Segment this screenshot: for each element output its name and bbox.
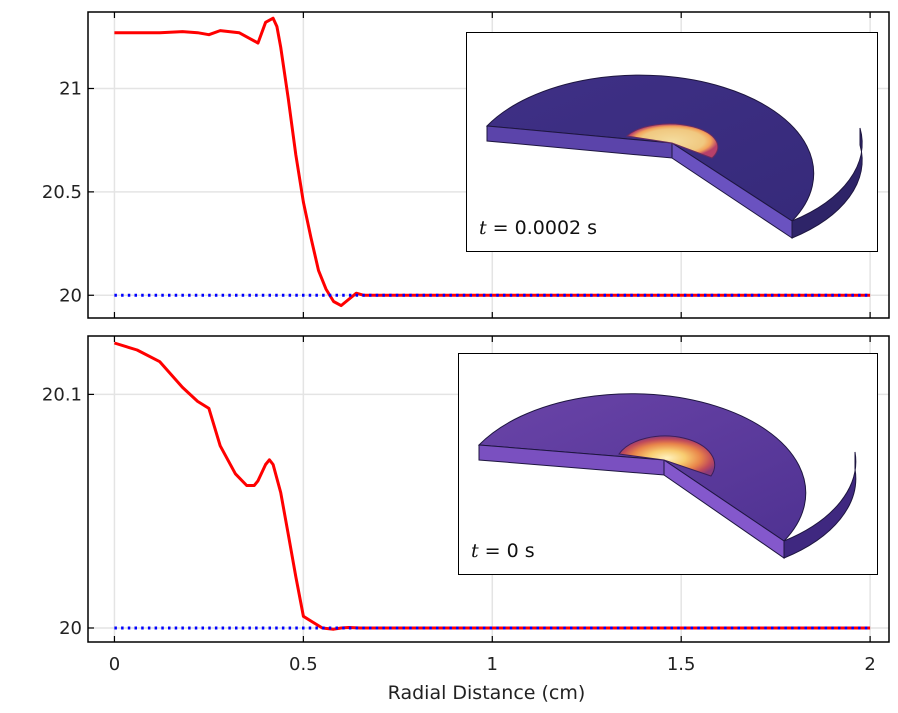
y-tick-label: 20.1 — [42, 384, 82, 405]
x-tick-label: 0 — [109, 654, 120, 675]
x-tick-label: 1 — [487, 654, 498, 675]
hot-spot-center — [618, 435, 716, 477]
y-tick-label: 21 — [59, 79, 82, 100]
x-tick-label: 0.5 — [289, 654, 318, 675]
disk-rim — [783, 451, 857, 559]
panel-top: 20 20.5 21 — [42, 11, 890, 319]
y-tick-label: 20 — [59, 618, 82, 639]
plot-frame — [87, 11, 890, 319]
disk-render-bottom — [477, 393, 857, 559]
inset-temperature-snapshot-bottom: t = 0 s — [458, 353, 878, 575]
y-tick-label: 20.5 — [42, 182, 82, 203]
inset-time-label-bottom: t = 0 s — [471, 540, 535, 562]
inset-temperature-snapshot-top: t = 0.0002 s — [466, 32, 878, 252]
series-line-solid — [113, 341, 871, 631]
series-line-solid — [114, 16, 871, 308]
hot-spot-center — [625, 123, 719, 159]
disk-top-face — [477, 393, 807, 542]
disk-top-face — [485, 74, 815, 222]
x-tick-label: 1.5 — [667, 654, 696, 675]
disk-render-top — [485, 74, 863, 239]
plot-frame — [87, 335, 890, 643]
disk-rim — [791, 127, 863, 239]
x-tick-label: 2 — [864, 654, 875, 675]
y-tick-label: 20 — [59, 285, 82, 306]
x-axis-title: Radial Distance (cm) — [388, 682, 586, 704]
inset-time-label-top: t = 0.0002 s — [479, 217, 598, 239]
